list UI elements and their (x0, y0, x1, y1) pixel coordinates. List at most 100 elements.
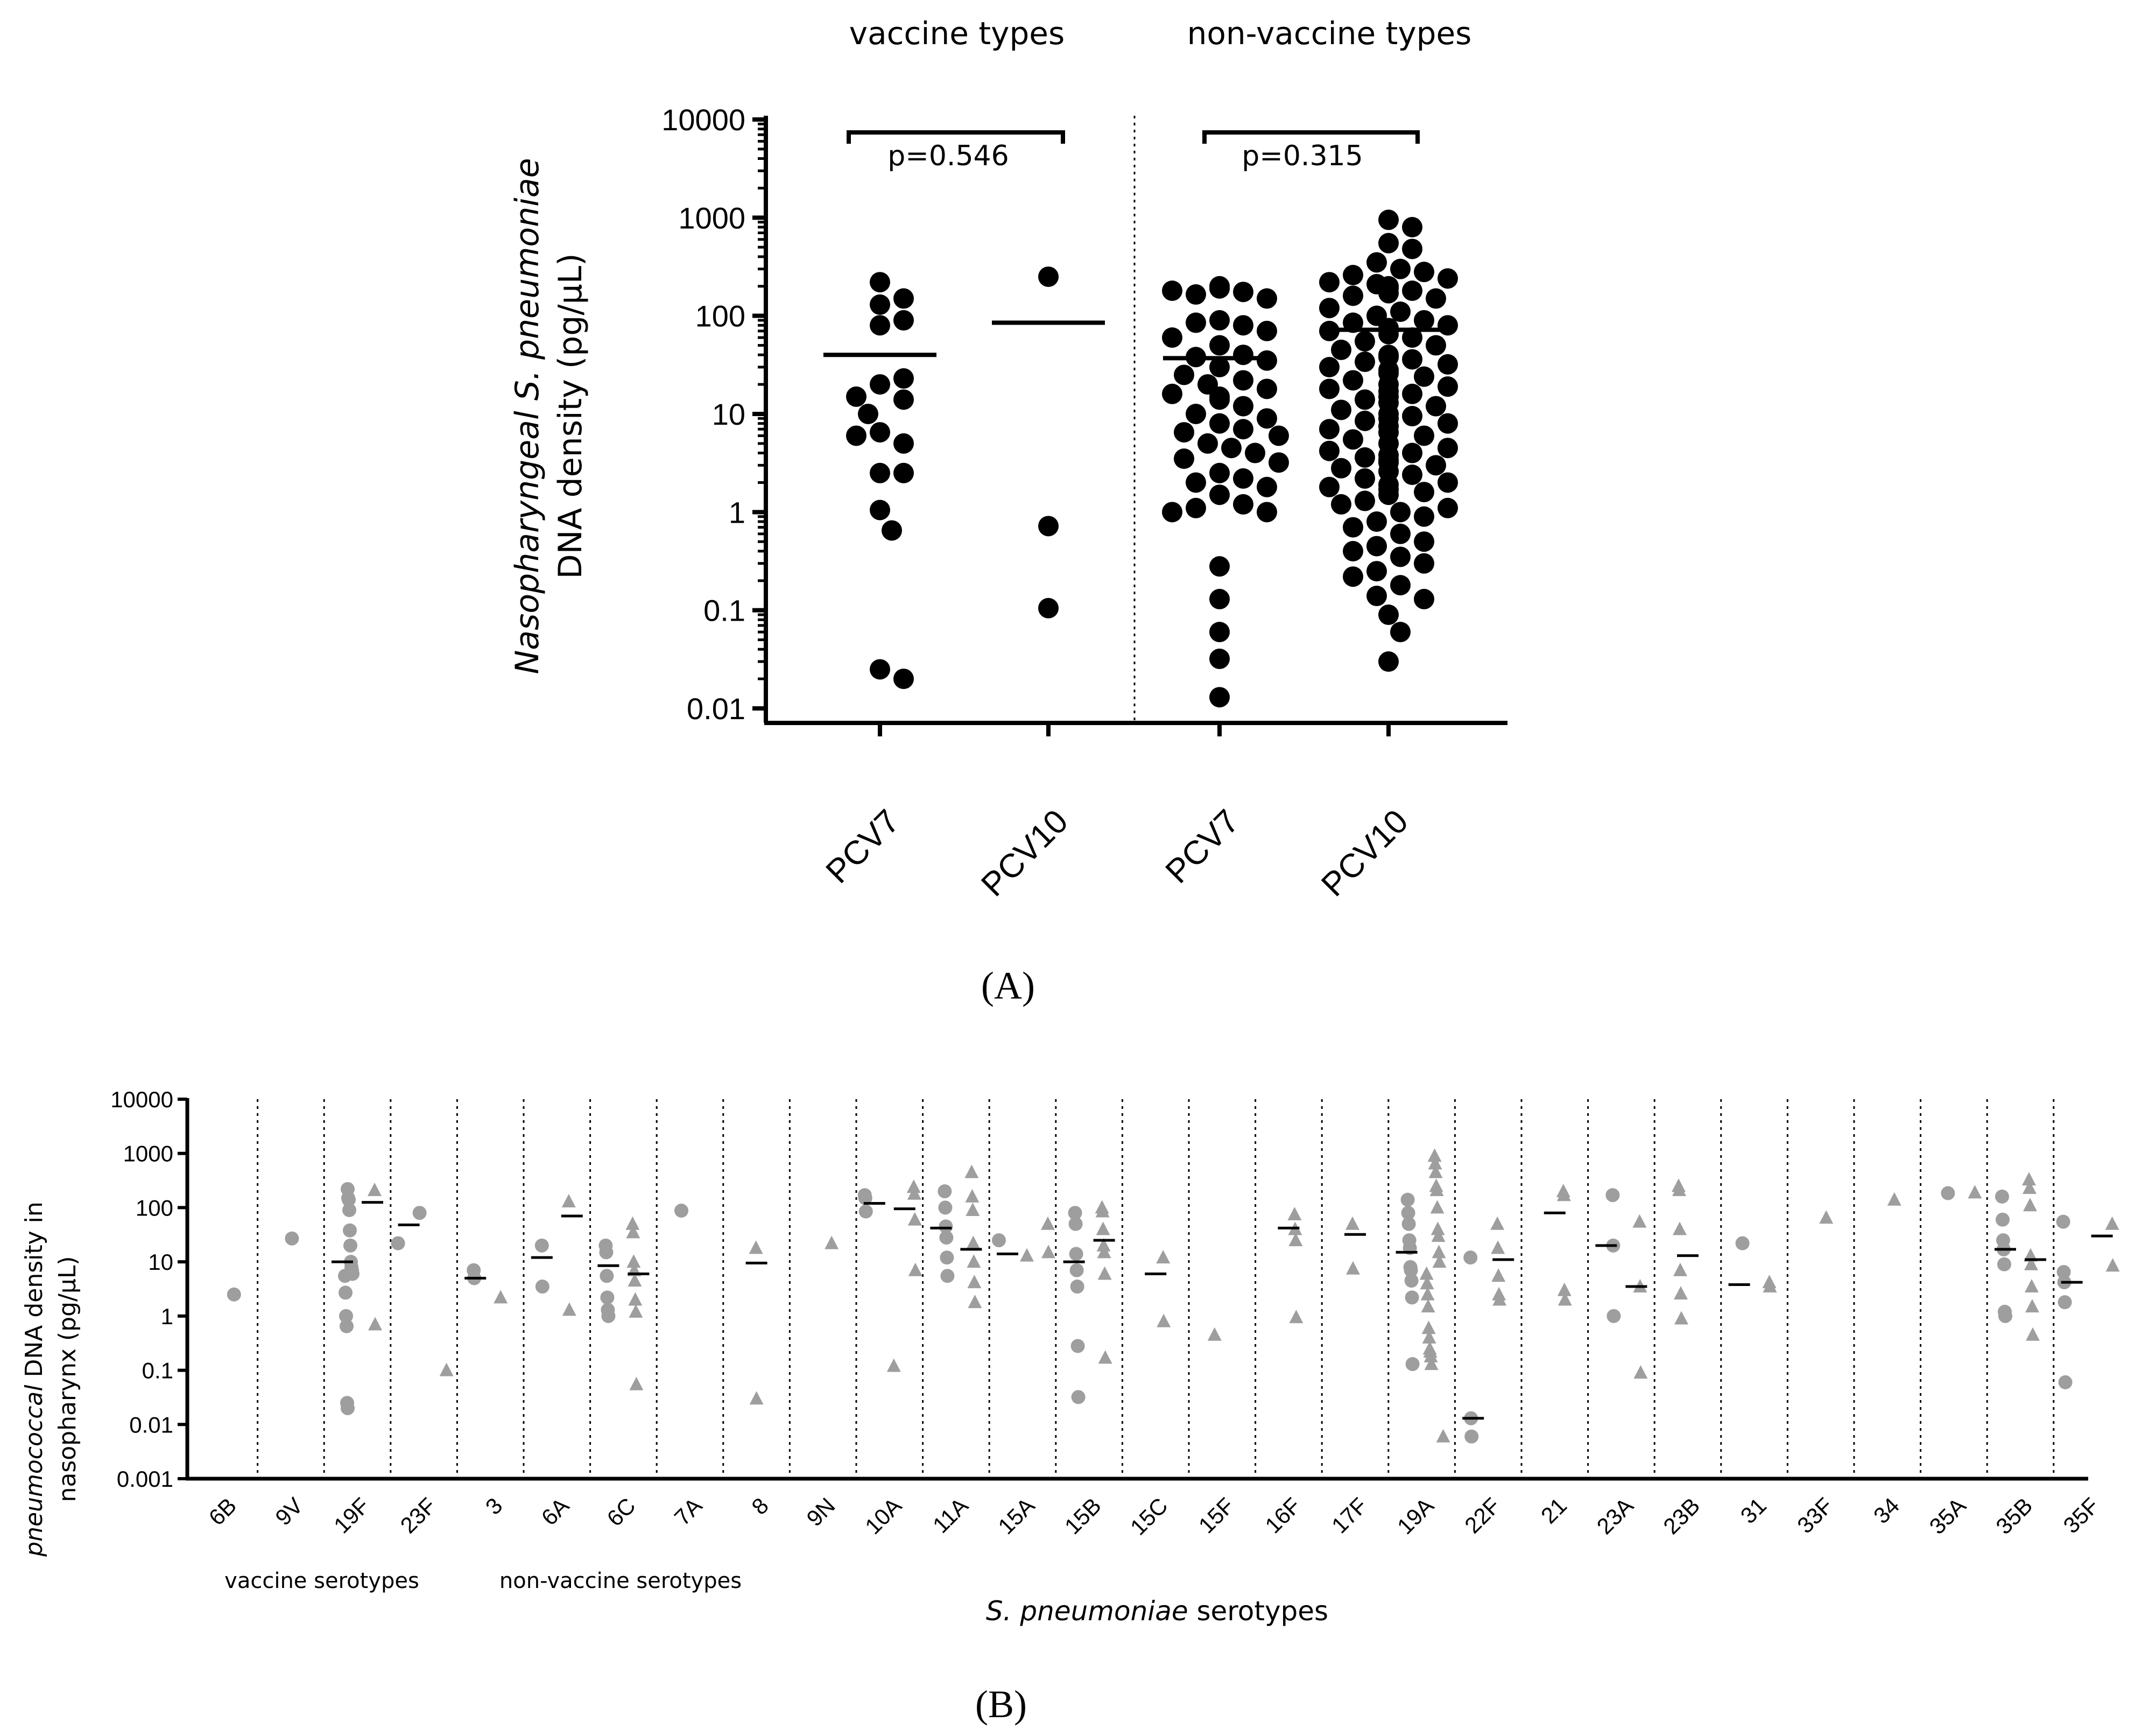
data-point (846, 425, 866, 446)
x-category-label: 6B (204, 1493, 242, 1530)
data-point (1378, 324, 1399, 345)
data-point (1355, 389, 1375, 410)
vaccine-serotypes-label: vaccine serotypes (224, 1569, 419, 1593)
data-point (882, 520, 902, 541)
data-point-triangle (1424, 1357, 1439, 1370)
data-point-circle (342, 1203, 356, 1218)
x-axis-label: S. pneumoniae serotypes (986, 1596, 1328, 1627)
data-point-circle (1401, 1217, 1416, 1231)
data-point (1355, 410, 1375, 431)
data-point-triangle (439, 1362, 454, 1376)
data-point (1233, 345, 1253, 366)
data-point (1319, 320, 1340, 341)
y-tick-label: 1000 (123, 1141, 173, 1166)
data-point (1402, 238, 1422, 259)
data-point (893, 368, 914, 389)
data-point-triangle (2023, 1198, 2037, 1212)
data-point-triangle (562, 1302, 576, 1316)
x-category-label: 34 (1869, 1493, 1904, 1528)
data-point-triangle (1492, 1292, 1507, 1306)
data-point-circle (535, 1280, 549, 1294)
y-tick-label: 100 (136, 1195, 173, 1220)
data-point-circle (1995, 1189, 2009, 1204)
data-point-circle (2058, 1295, 2072, 1310)
data-point-triangle (1430, 1200, 1445, 1214)
data-point (1186, 312, 1206, 333)
data-point (1209, 310, 1230, 331)
x-category-label: 15B (1060, 1493, 1106, 1539)
data-point-triangle (1632, 1214, 1647, 1228)
data-point (858, 404, 878, 424)
data-point (1257, 502, 1277, 523)
x-category-label: PCV7 (819, 803, 907, 890)
data-point (846, 386, 866, 407)
data-point (1402, 406, 1422, 427)
data-point-triangle (1157, 1313, 1171, 1327)
y-axis-label: Nasopharyngeal S. pneumoniae DNA density… (509, 158, 589, 674)
data-point (1438, 315, 1458, 336)
data-point (1414, 262, 1434, 283)
data-point-triangle (1763, 1279, 1777, 1293)
y-axis-label-italic: Nasopharyngeal S. pneumoniae (509, 158, 546, 674)
data-point-triangle (1674, 1311, 1688, 1325)
data-point-circle (938, 1184, 952, 1199)
p-value-label: p=0.546 (887, 140, 1009, 172)
y-axis-label-plain: DNA density (pg/µL) (552, 253, 589, 579)
data-point (1390, 502, 1411, 523)
data-point (1209, 648, 1230, 669)
x-category-label: 35A (1925, 1493, 1971, 1539)
data-point-circle (1400, 1192, 1415, 1207)
data-point-triangle (494, 1290, 508, 1304)
data-point-circle (1068, 1206, 1082, 1220)
data-point-triangle (1420, 1287, 1435, 1301)
data-point (1186, 284, 1206, 305)
data-point-triangle (1096, 1221, 1110, 1235)
data-point (1319, 298, 1340, 319)
data-point-circle (940, 1269, 955, 1283)
data-point-circle (1069, 1263, 1084, 1277)
y-tick-label: 10000 (110, 1087, 173, 1112)
data-point-triangle (625, 1216, 640, 1230)
y-axis-label-line2: nasopharynx (pg/µL) (54, 1256, 81, 1502)
data-point-triangle (1207, 1327, 1222, 1341)
data-point-circle (939, 1219, 953, 1234)
data-point-triangle (628, 1273, 642, 1287)
data-point-triangle (967, 1275, 982, 1289)
x-category-label: 15A (993, 1493, 1039, 1539)
x-category-label: PCV10 (974, 803, 1075, 904)
data-point (1257, 320, 1277, 341)
data-point-triangle (966, 1203, 980, 1217)
data-point (893, 310, 914, 331)
data-point (1414, 506, 1434, 527)
x-category-label: 19A (1392, 1493, 1439, 1539)
data-points (227, 1148, 2120, 1444)
data-point-triangle (2025, 1299, 2039, 1313)
data-point (1390, 301, 1411, 322)
y-ticks: 10000 1000 100 10 1 0.1 0.01 (661, 103, 766, 726)
data-point-circle (339, 1285, 353, 1300)
y-tick-label: 0.001 (117, 1466, 173, 1492)
data-point (1355, 468, 1375, 489)
y-tick-label: 1 (729, 495, 745, 529)
data-point (1257, 350, 1277, 371)
data-point-triangle (1287, 1207, 1302, 1221)
data-point (893, 669, 914, 690)
data-point-circle (858, 1191, 872, 1205)
data-point-circle (339, 1309, 353, 1323)
data-point (1221, 438, 1242, 459)
data-point-triangle (1096, 1238, 1111, 1252)
data-point (1186, 472, 1206, 493)
data-point (1414, 588, 1434, 609)
data-point-circle (227, 1287, 241, 1302)
data-point-circle (1401, 1206, 1415, 1220)
x-category-label: 9V (270, 1493, 308, 1530)
group-label-vaccine: vaccine types (849, 15, 1065, 52)
data-point-circle (1404, 1274, 1419, 1288)
data-point (1343, 370, 1363, 391)
data-point (1402, 383, 1422, 404)
data-point-triangle (907, 1212, 922, 1226)
data-point-triangle (1095, 1204, 1110, 1218)
data-point-triangle (906, 1179, 921, 1193)
data-point-triangle (368, 1182, 382, 1196)
data-point (1343, 265, 1363, 286)
